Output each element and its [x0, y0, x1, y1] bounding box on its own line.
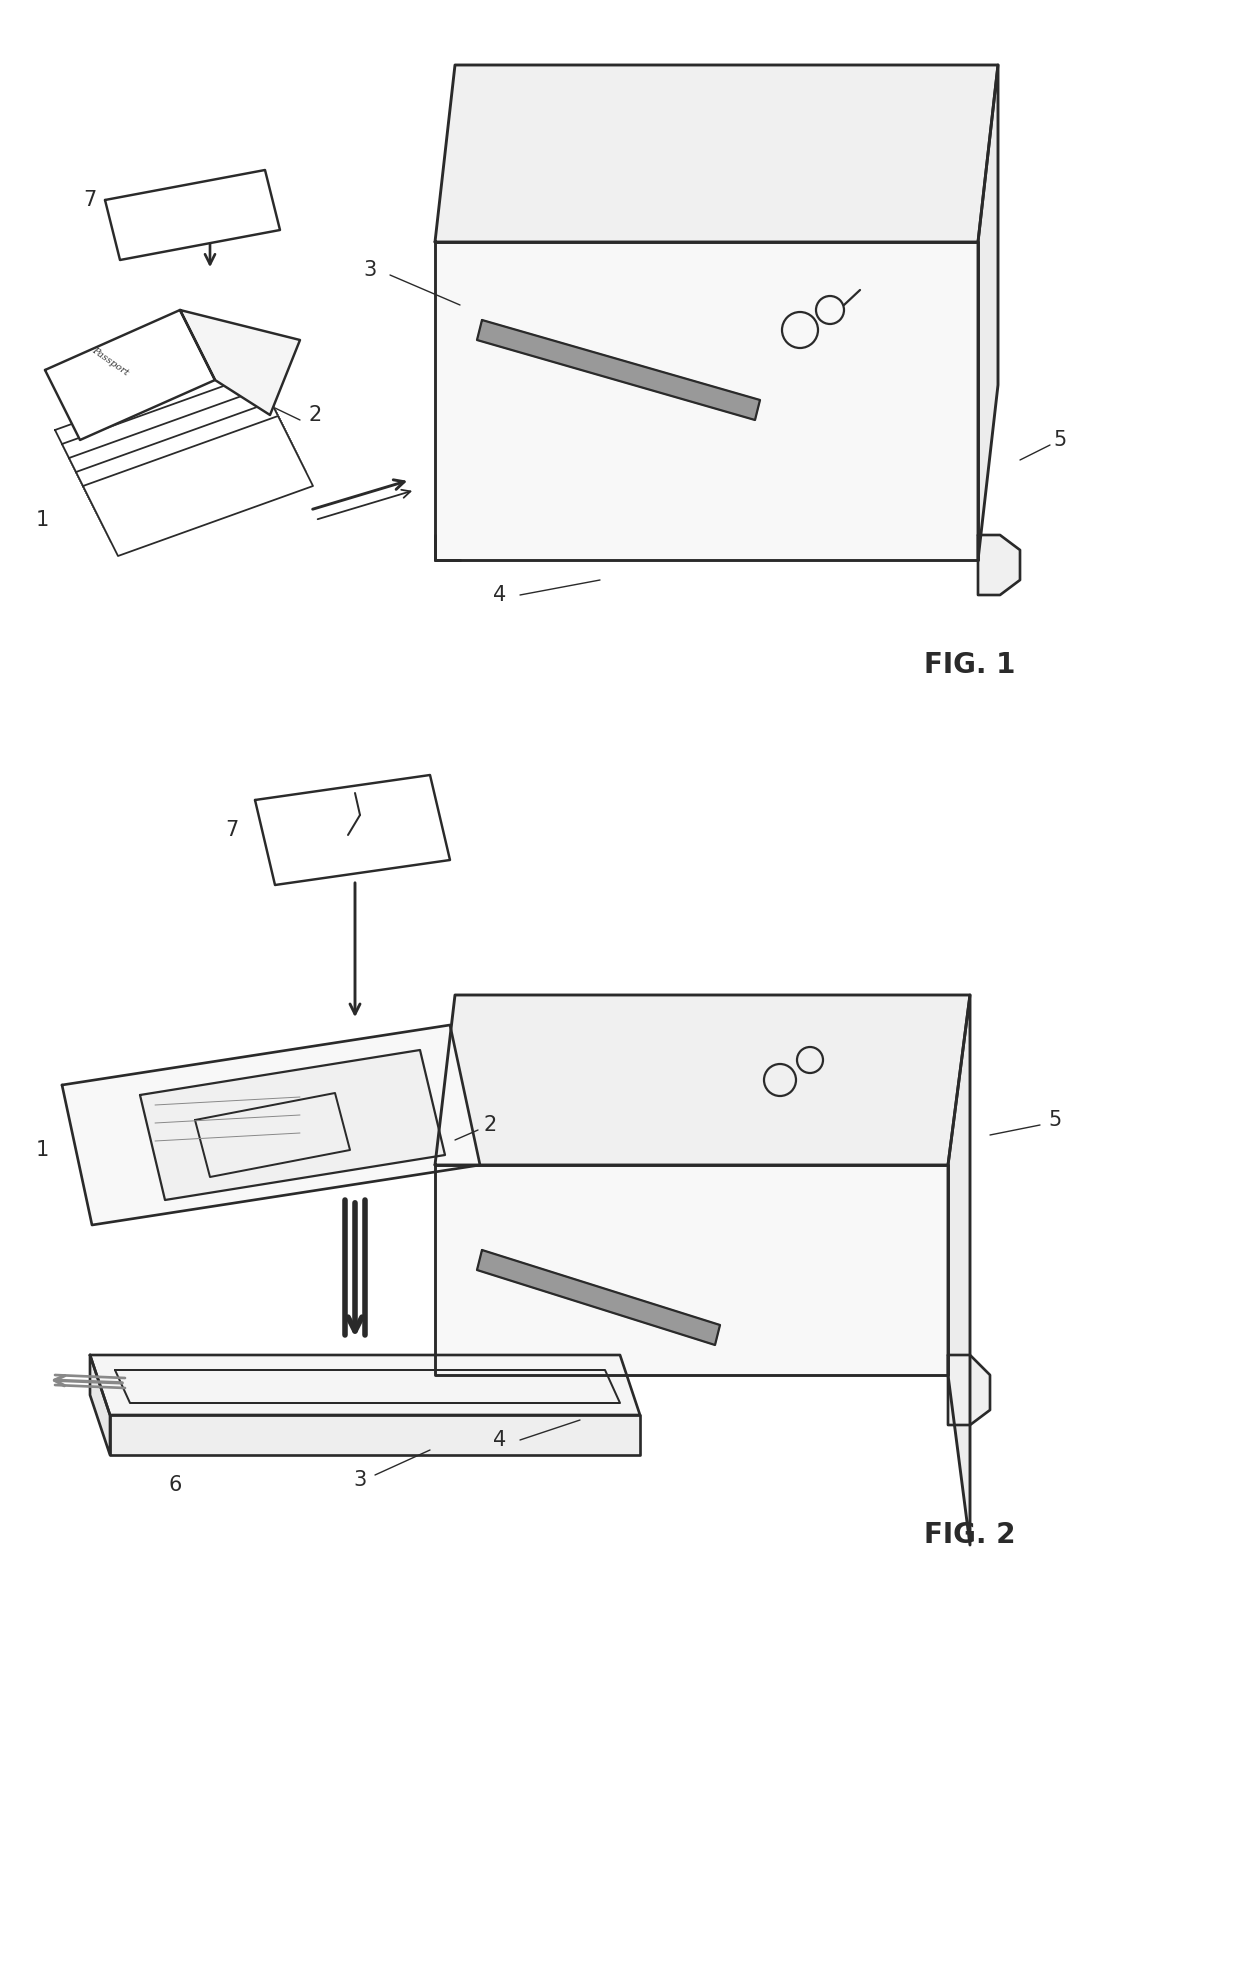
Text: 1: 1	[36, 1139, 48, 1159]
Polygon shape	[949, 994, 970, 1544]
Polygon shape	[55, 359, 285, 500]
Polygon shape	[76, 403, 306, 542]
Polygon shape	[180, 310, 300, 415]
Polygon shape	[255, 774, 450, 885]
Polygon shape	[91, 1356, 110, 1455]
Polygon shape	[110, 1415, 640, 1455]
Polygon shape	[62, 373, 291, 514]
Text: 7: 7	[83, 191, 97, 210]
Polygon shape	[91, 1356, 640, 1415]
Polygon shape	[45, 310, 215, 441]
Polygon shape	[435, 994, 970, 1165]
Polygon shape	[978, 536, 1021, 596]
Text: 3: 3	[353, 1471, 367, 1491]
Text: 4: 4	[494, 1429, 507, 1449]
Polygon shape	[477, 320, 760, 421]
Text: 2: 2	[484, 1116, 497, 1135]
Text: Passport: Passport	[91, 345, 130, 377]
Text: FIG. 1: FIG. 1	[924, 651, 1016, 679]
Text: 5: 5	[1053, 431, 1066, 451]
Text: 6: 6	[169, 1475, 182, 1495]
Polygon shape	[140, 1050, 445, 1201]
Polygon shape	[83, 417, 312, 556]
Polygon shape	[435, 242, 978, 560]
Polygon shape	[949, 1356, 990, 1425]
Text: 5: 5	[1048, 1110, 1061, 1129]
Polygon shape	[435, 66, 998, 242]
Polygon shape	[105, 171, 280, 260]
Polygon shape	[62, 1024, 480, 1225]
Polygon shape	[477, 1251, 720, 1346]
Text: 2: 2	[309, 405, 321, 425]
Text: 4: 4	[494, 586, 507, 605]
Polygon shape	[435, 1165, 949, 1376]
Polygon shape	[69, 387, 299, 528]
Polygon shape	[978, 66, 998, 560]
Text: FIG. 2: FIG. 2	[924, 1521, 1016, 1548]
Text: 7: 7	[226, 820, 238, 840]
Text: 1: 1	[36, 510, 48, 530]
Text: 3: 3	[363, 260, 377, 280]
